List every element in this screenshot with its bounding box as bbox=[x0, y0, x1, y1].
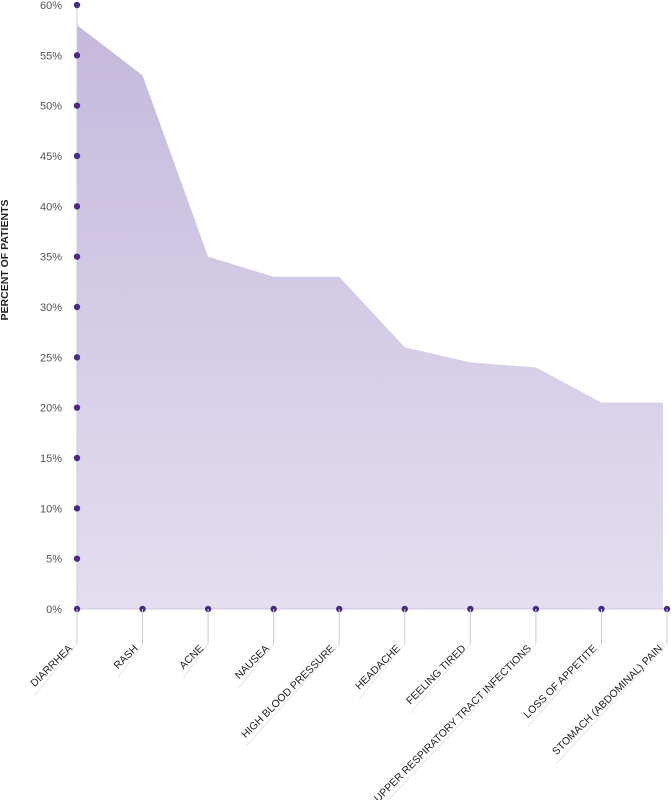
y-tick-label: 40% bbox=[40, 201, 62, 213]
x-category: LOSS OF APPETITE bbox=[521, 643, 599, 721]
area-series bbox=[77, 25, 663, 609]
y-tick-dot bbox=[73, 152, 81, 160]
x-category-label: ACNE bbox=[177, 643, 206, 672]
x-category: DIARRHEA bbox=[28, 643, 75, 690]
y-tick-dot bbox=[73, 1, 81, 9]
x-category: FEELING TIRED bbox=[404, 642, 469, 707]
x-label-leader bbox=[238, 643, 274, 689]
x-category: STOMACH (ABDOMINAL) PAIN bbox=[550, 643, 665, 758]
y-tick-label: 0% bbox=[46, 604, 62, 616]
y-tick-label: 20% bbox=[40, 403, 62, 415]
y-tick-label: 50% bbox=[40, 101, 62, 113]
x-label-leader bbox=[387, 643, 537, 800]
y-tick-dot bbox=[73, 354, 81, 361]
x-label-leader bbox=[117, 643, 143, 679]
x-label-leader bbox=[182, 643, 209, 679]
y-tick-dot bbox=[73, 303, 81, 311]
y-tick-dot bbox=[73, 555, 81, 562]
x-label-leader bbox=[245, 643, 340, 748]
y-tick-dot bbox=[73, 203, 81, 210]
x-label-leader bbox=[358, 643, 406, 699]
x-category-label: HEADACHE bbox=[353, 643, 403, 693]
x-label-leader bbox=[555, 643, 668, 765]
y-tick-label: 45% bbox=[40, 151, 62, 163]
x-category-label: FEELING TIRED bbox=[404, 642, 469, 707]
y-tick-dot bbox=[73, 505, 81, 512]
y-tick-label: 30% bbox=[40, 302, 62, 314]
x-category: HEADACHE bbox=[353, 643, 403, 693]
x-category-label: RASH bbox=[112, 643, 141, 672]
x-category-label: DIARRHEA bbox=[28, 643, 75, 690]
y-axis-title: PERCENT OF PATIENTS bbox=[0, 200, 11, 321]
y-tick-label: 5% bbox=[46, 554, 62, 566]
x-category-label: STOMACH (ABDOMINAL) PAIN bbox=[550, 643, 665, 758]
y-tick-dot bbox=[73, 253, 81, 260]
x-category: NAUSEA bbox=[233, 643, 272, 682]
x-category-label: LOSS OF APPETITE bbox=[521, 643, 599, 721]
y-tick-dot bbox=[73, 404, 81, 411]
x-label-leader bbox=[34, 643, 78, 696]
y-tick-label: 15% bbox=[40, 453, 62, 465]
x-category: RASH bbox=[112, 643, 141, 672]
y-tick-label: 25% bbox=[40, 352, 62, 364]
x-label-leader bbox=[409, 643, 471, 714]
x-category: ACNE bbox=[177, 643, 206, 672]
y-tick-label: 10% bbox=[40, 503, 62, 515]
y-tick-dot bbox=[73, 52, 81, 59]
y-tick-dot bbox=[73, 454, 81, 462]
y-tick-label: 60% bbox=[40, 0, 62, 12]
y-tick-label: 55% bbox=[40, 50, 62, 62]
x-label-leader bbox=[527, 643, 602, 728]
y-tick-dot bbox=[73, 102, 81, 109]
y-tick-label: 35% bbox=[40, 252, 62, 264]
x-category-label: NAUSEA bbox=[233, 643, 272, 682]
